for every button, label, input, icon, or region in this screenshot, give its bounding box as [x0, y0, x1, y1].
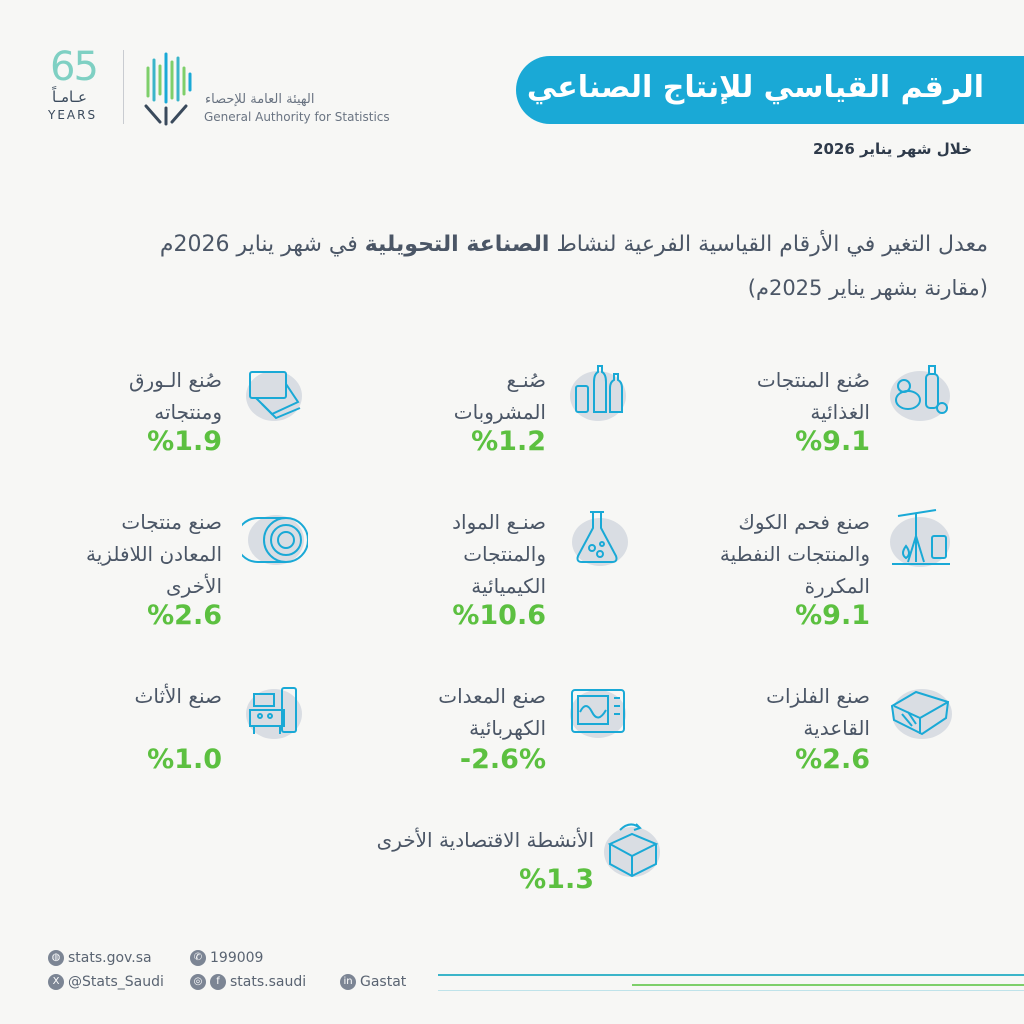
card-chemicals: صنـع المواد والمنتجات الكيميائية %10.6	[306, 506, 546, 638]
decor-line-green	[632, 984, 1024, 986]
card-label: صنع فحم الكوك والمنتجات النفطية المكررة	[719, 510, 870, 598]
card-minerals: صنع منتجات المعادن اللافلزية الأخرى %2.6	[0, 506, 222, 638]
beverage-bottles-icon	[570, 365, 626, 421]
decor-line-light	[438, 990, 1024, 991]
period-label: خلال شهر يناير 2026	[813, 140, 972, 158]
page-title: الرقم القياسي للإنتاج الصناعي	[526, 70, 984, 105]
card-label: صنع المعدات الكهربائية	[438, 684, 546, 740]
card-value: %9.1	[795, 600, 870, 631]
card-label: صنع الفلزات القاعدية	[766, 684, 870, 740]
footer-twitter[interactable]: X @Stats_Saudi	[48, 974, 164, 990]
card-label: الأنشطة الاقتصادية الأخرى	[376, 828, 594, 852]
electrical-equipment-icon	[570, 689, 626, 738]
card-electrical: صنع المعدات الكهربائية -2.6%	[306, 680, 546, 780]
anniversary-ar: عـامـاً	[52, 88, 87, 106]
instagram-icon: ◎	[190, 974, 206, 990]
card-value: %9.1	[795, 426, 870, 457]
food-products-icon	[890, 365, 950, 421]
card-value: -2.6%	[459, 744, 546, 775]
footer-website[interactable]: ◍ stats.gov.sa	[48, 950, 152, 966]
card-value: %1.3	[519, 864, 594, 895]
chart-subtitle: معدل التغير في الأرقام القياسية الفرعية …	[159, 232, 988, 257]
logo-divider	[123, 50, 124, 124]
card-label: صنـع المواد والمنتجات الكيميائية	[452, 510, 546, 598]
card-label: صُنع المنتجات الغذائية	[756, 368, 870, 424]
footer-phone[interactable]: ✆ 199009	[190, 950, 263, 966]
card-value: %10.6	[452, 600, 546, 631]
card-value: %1.2	[471, 426, 546, 457]
metal-ingot-icon	[890, 689, 952, 739]
furniture-sofa-icon	[246, 687, 302, 739]
card-value: %1.0	[147, 744, 222, 775]
gastat-logo-icon	[144, 52, 192, 126]
comparison-note: (مقارنة بشهر يناير 2025م)	[747, 276, 988, 300]
card-value: %2.6	[795, 744, 870, 775]
footer-linkedin[interactable]: in Gastat	[340, 974, 406, 990]
paper-sheets-icon	[246, 371, 302, 421]
card-coke: صنع فحم الكوك والمنتجات النفطية المكررة …	[590, 506, 870, 638]
oil-pump-icon	[890, 509, 950, 567]
card-other: الأنشطة الاقتصادية الأخرى %1.3	[294, 824, 594, 900]
card-beverages: صُنـع المشروبات %1.2	[346, 364, 546, 464]
card-label: صنع منتجات المعادن اللافلزية الأخرى	[86, 510, 222, 598]
open-box-icon	[604, 823, 660, 878]
card-label: صُنـع المشروبات	[453, 368, 546, 424]
org-name-ar: الهيئة العامة للإحصاء	[205, 92, 315, 107]
mineral-roll-icon	[242, 515, 308, 565]
globe-icon: ◍	[48, 950, 64, 966]
anniversary-logo: 65 عـامـاً YEARS	[44, 44, 114, 126]
anniversary-number: 65	[50, 44, 99, 90]
card-furniture: صنع الأثاث %1.0	[22, 680, 222, 780]
card-value: %1.9	[147, 426, 222, 457]
chemistry-flask-icon	[572, 511, 628, 566]
anniversary-en: YEARS	[48, 108, 98, 122]
card-label: صُنع الـورق ومنتجاته	[128, 368, 222, 424]
footer-social[interactable]: ◎ f stats.saudi	[190, 974, 306, 990]
card-food: صُنع المنتجات الغذائية %9.1	[610, 364, 870, 464]
linkedin-icon: in	[340, 974, 356, 990]
x-twitter-icon: X	[48, 974, 64, 990]
card-paper: صُنع الـورق ومنتجاته %1.9	[22, 364, 222, 464]
card-metals: صنع الفلزات القاعدية %2.6	[630, 680, 870, 780]
org-name-en: General Authority for Statistics	[204, 110, 390, 124]
title-banner: الرقم القياسي للإنتاج الصناعي	[516, 56, 1024, 124]
decor-line-blue	[438, 974, 1024, 976]
phone-icon: ✆	[190, 950, 206, 966]
facebook-icon: f	[210, 974, 226, 990]
card-value: %2.6	[147, 600, 222, 631]
card-label: صنع الأثاث	[134, 684, 222, 708]
